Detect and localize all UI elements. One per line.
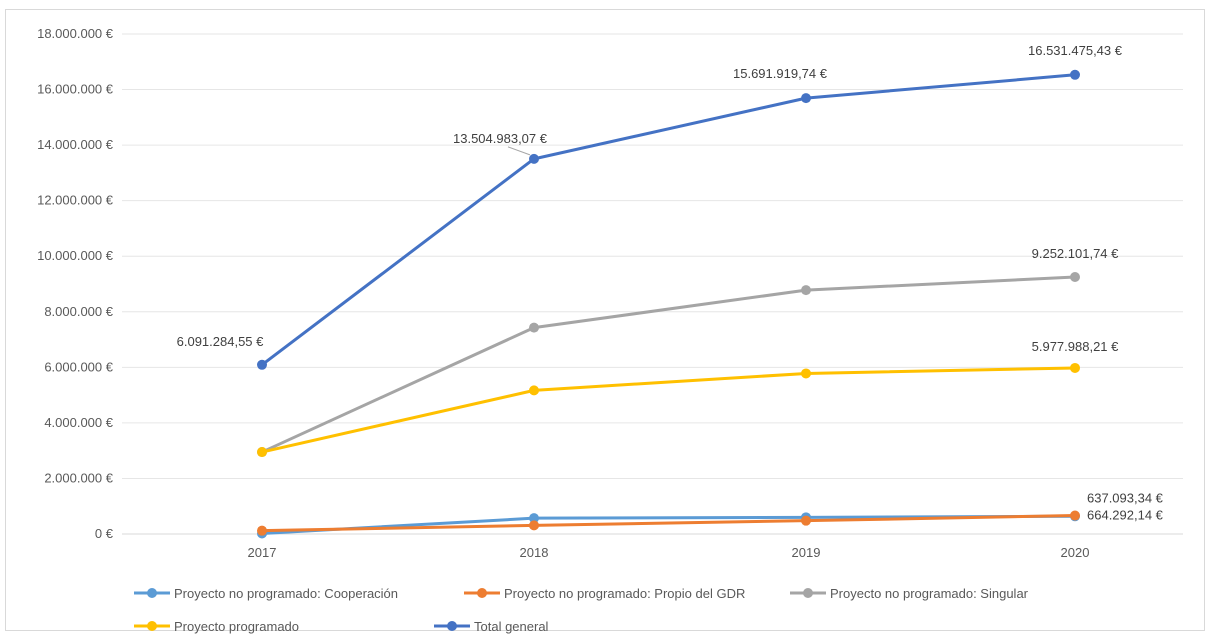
series-line [260, 275, 1077, 454]
data-point [801, 515, 811, 526]
y-tick-label: 12.000.000 € [37, 193, 114, 208]
legend-label: Total general [474, 619, 549, 634]
data-label: 16.531.475,43 € [1028, 43, 1123, 58]
data-point [257, 525, 267, 536]
x-tick-label: 2018 [520, 545, 549, 560]
x-tick-label: 2020 [1061, 545, 1090, 560]
series-line [260, 514, 1077, 533]
legend-label: Proyecto programado [174, 619, 299, 634]
legend-label: Proyecto no programado: Propio del GDR [504, 586, 745, 601]
y-tick-label: 16.000.000 € [37, 82, 114, 97]
series-line [260, 73, 1077, 367]
data-label: 6.091.284,55 € [177, 334, 265, 349]
legend: Proyecto no programado: Cooperación Proye… [134, 586, 1029, 634]
data-label: 9.252.101,74 € [1032, 246, 1120, 261]
data-point [801, 368, 811, 379]
gridlines [122, 33, 1183, 535]
legend-swatch-marker [147, 621, 157, 631]
y-tick-label: 2.000.000 € [44, 470, 113, 485]
data-point [257, 359, 267, 370]
series-lines [257, 69, 1080, 539]
data-label: 15.691.919,74 € [733, 66, 828, 81]
legend-swatch-marker [803, 588, 813, 598]
legend-label: Proyecto no programado: Singular [830, 586, 1029, 601]
data-point [529, 385, 539, 396]
data-label: 637.093,34 € [1087, 490, 1164, 505]
data-point [1070, 362, 1080, 373]
data-label: 13.504.983,07 € [453, 131, 548, 146]
chart-frame [5, 9, 1205, 631]
y-tick-label: 4.000.000 € [44, 415, 113, 430]
data-label: 664.292,14 € [1087, 508, 1164, 523]
y-axis: 0 € 2.000.000 € 4.000.000 € 6.000.000 € 8.00… [37, 26, 114, 541]
legend-item: Proyecto no programado: Singular [790, 586, 1029, 601]
y-tick-label: 0 € [95, 526, 114, 541]
x-tick-label: 2017 [248, 545, 277, 560]
data-label: 5.977.988,21 € [1032, 339, 1120, 354]
legend-swatch-marker [447, 621, 457, 631]
data-labels: 637.093,34 € 664.292,14 € 9.252.101,74 € 5.… [177, 43, 1164, 523]
legend-item: Proyecto no programado: Propio del GDR [464, 586, 745, 601]
data-point [257, 447, 267, 458]
data-point [529, 520, 539, 531]
data-point [1070, 510, 1080, 521]
x-axis: 2017 2018 2019 2020 [248, 545, 1090, 560]
legend-swatch-marker [147, 588, 157, 598]
data-point [529, 322, 539, 333]
data-point [1070, 271, 1080, 282]
legend-item: Total general [434, 619, 549, 634]
legend-label: Proyecto no programado: Cooperación [174, 586, 398, 601]
legend-swatch-marker [477, 588, 487, 598]
series-line [260, 366, 1077, 454]
y-tick-label: 6.000.000 € [44, 359, 113, 374]
legend-item: Proyecto no programado: Cooperación [134, 586, 398, 601]
data-point [529, 153, 539, 164]
data-point [1070, 69, 1080, 80]
data-point [801, 285, 811, 296]
label-leader-line [507, 146, 531, 156]
y-tick-label: 10.000.000 € [37, 248, 114, 263]
data-point [529, 513, 539, 524]
legend-item: Proyecto programado [134, 619, 299, 634]
y-tick-label: 18.000.000 € [37, 26, 114, 41]
x-tick-label: 2019 [792, 545, 821, 560]
y-tick-label: 8.000.000 € [44, 304, 113, 319]
y-tick-label: 14.000.000 € [37, 137, 114, 152]
data-point [801, 93, 811, 104]
